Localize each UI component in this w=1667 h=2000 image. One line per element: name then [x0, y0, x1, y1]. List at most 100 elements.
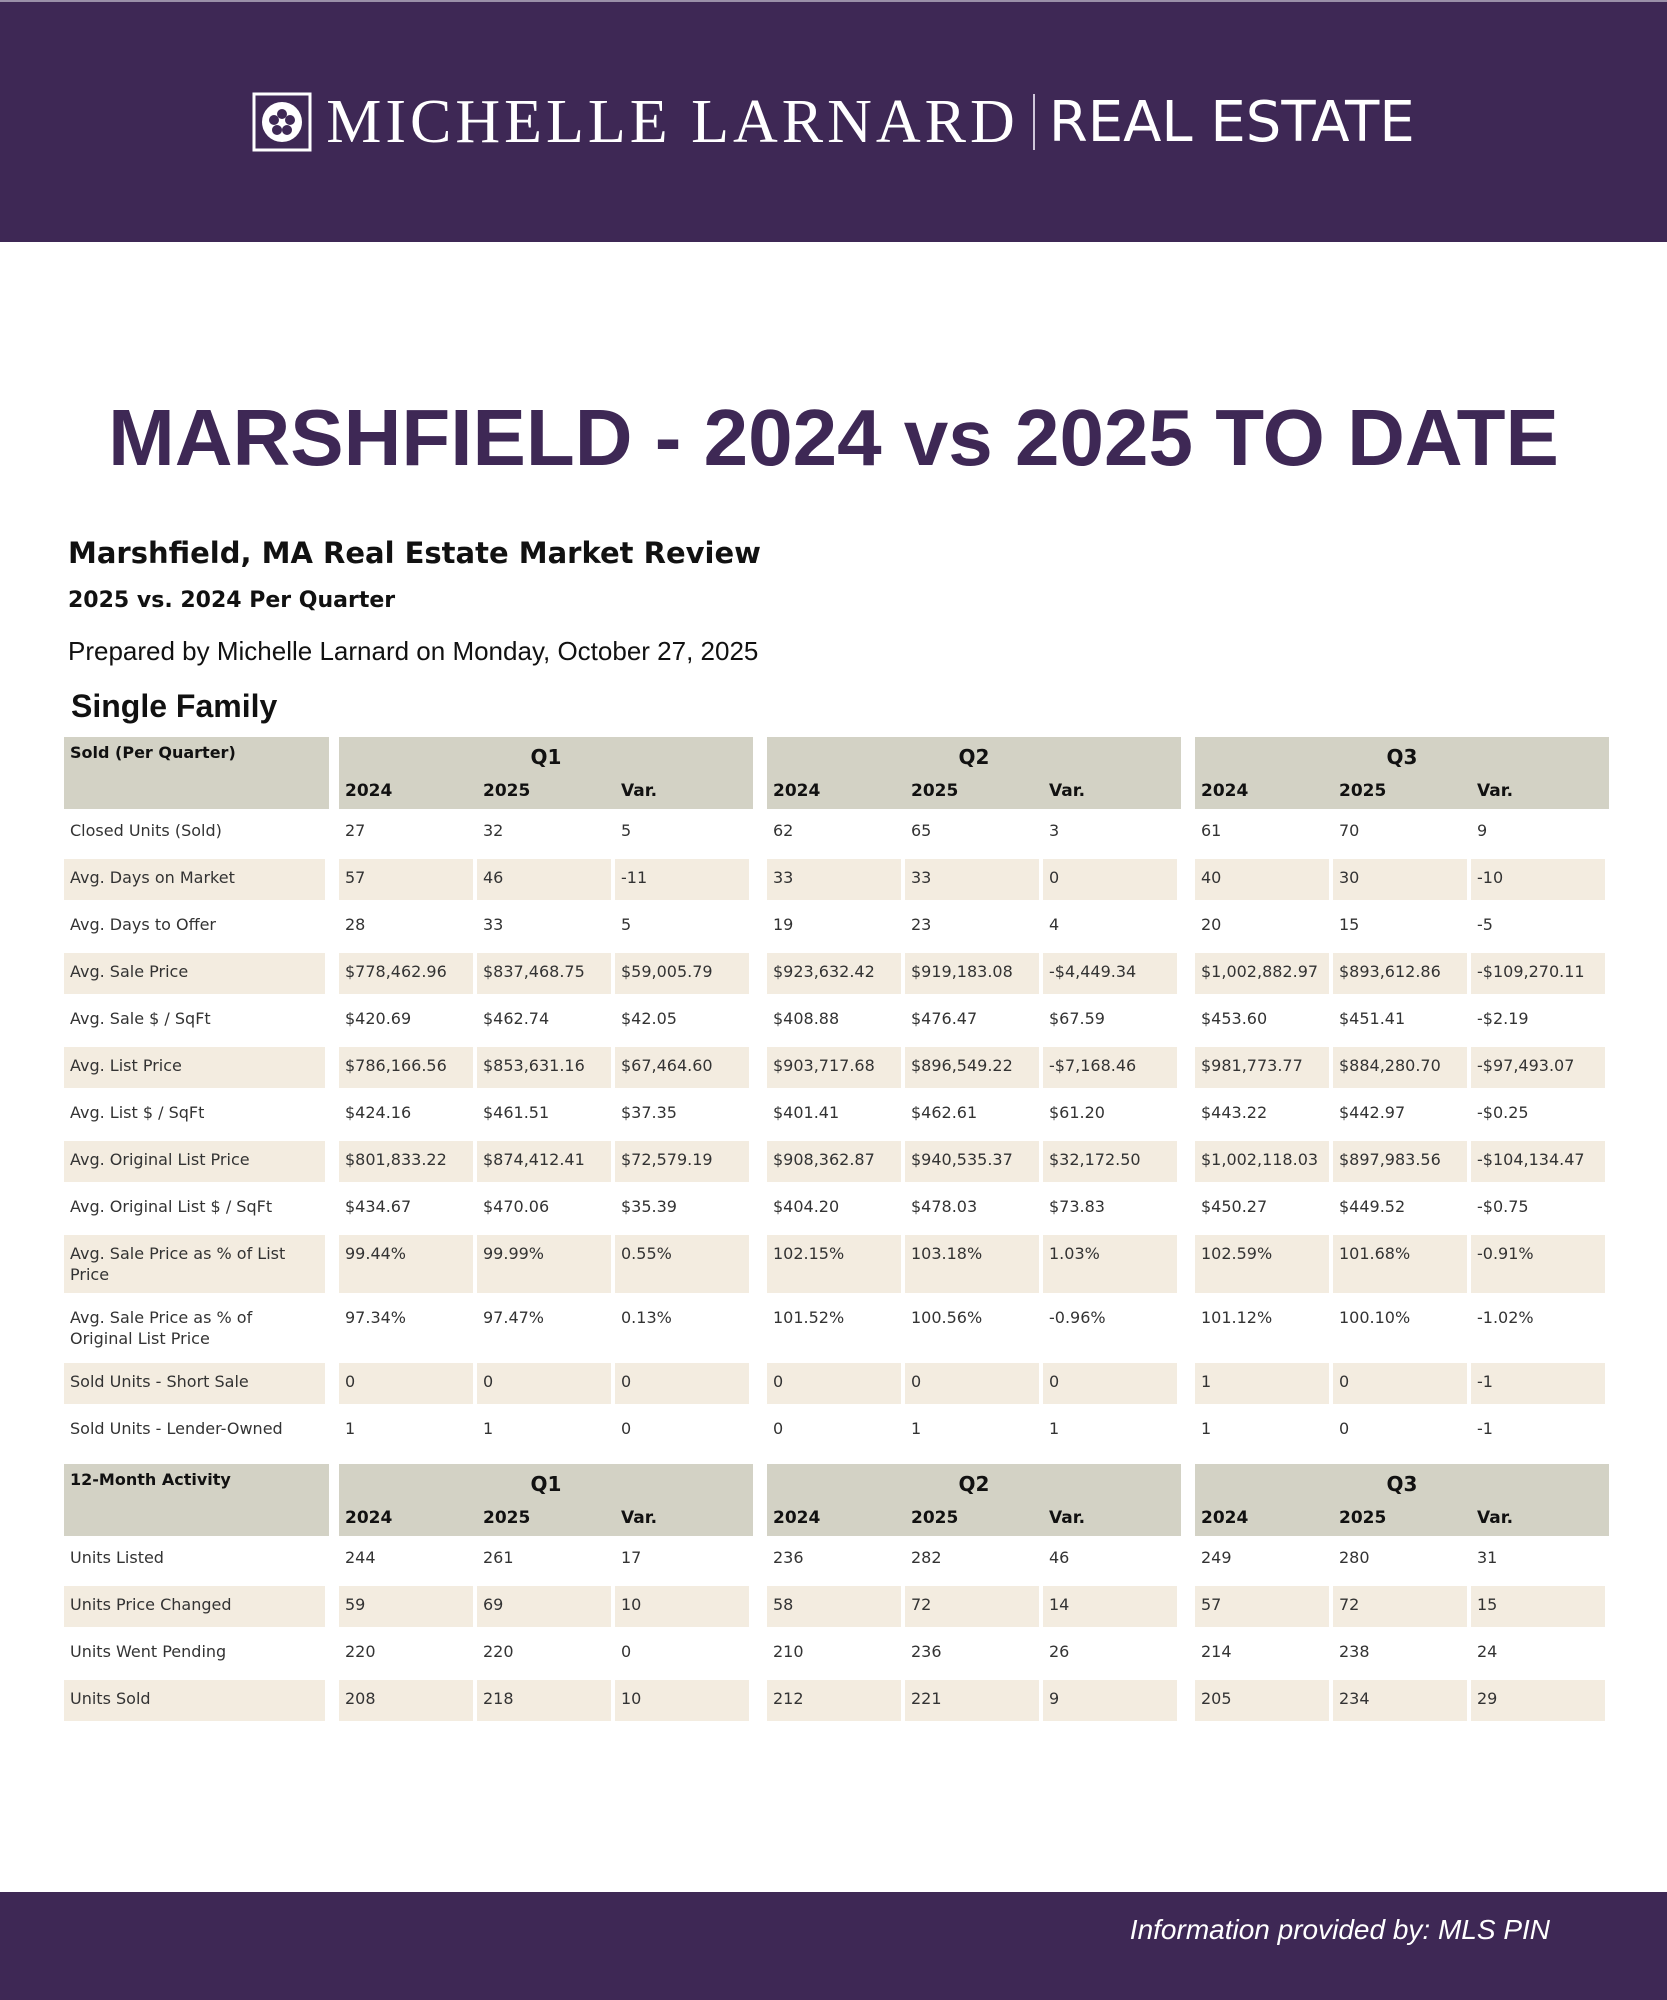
cell: 33 [767, 859, 901, 900]
quarter-header: Q1 [339, 1464, 753, 1504]
cell: 14 [1043, 1586, 1177, 1627]
cell: 100.10% [1339, 1308, 1411, 1327]
row-label: Sold Units - Lender-Owned [70, 1419, 283, 1438]
quarter-header: Q2 [767, 737, 1181, 777]
cell: $884,280.70 [1333, 1047, 1467, 1088]
column-header: Var. [1043, 777, 1181, 809]
cell: $778,462.96 [339, 953, 473, 994]
brand-separator [1032, 94, 1035, 150]
cell: 220 [345, 1642, 376, 1661]
column-header: 2024 [1195, 1504, 1333, 1536]
cell: 15 [1339, 915, 1360, 934]
cell: 26 [1049, 1642, 1070, 1661]
cell: $443.22 [1201, 1103, 1268, 1122]
row-label: Units Sold [64, 1680, 325, 1721]
cell: 59 [339, 1586, 473, 1627]
cell: $874,412.41 [477, 1141, 611, 1182]
cell: 32 [483, 821, 504, 840]
cell: 72 [905, 1586, 1039, 1627]
table-label: Sold (Per Quarter) [64, 737, 329, 809]
cell: 101.12% [1201, 1308, 1273, 1327]
cell: 1 [1201, 1419, 1212, 1438]
cell: 218 [477, 1680, 611, 1721]
cell: 72 [1333, 1586, 1467, 1627]
cell: 65 [911, 821, 932, 840]
cell: 15 [1471, 1586, 1605, 1627]
cell: 1.03% [1043, 1235, 1177, 1293]
quarter-header: Q2 [767, 1464, 1181, 1504]
cell: -$109,270.11 [1471, 953, 1605, 994]
cell: $896,549.22 [905, 1047, 1039, 1088]
row-label: Avg. Original List Price [64, 1141, 325, 1182]
cell: 62 [773, 821, 794, 840]
row-label: Avg. Original List $ / SqFt [70, 1197, 273, 1216]
cell: 4 [1049, 915, 1060, 934]
cell: 97.47% [483, 1308, 545, 1327]
cell: $67,464.60 [615, 1047, 749, 1088]
cell: $32,172.50 [1043, 1141, 1177, 1182]
cell: 236 [773, 1548, 804, 1567]
cell: -1 [1477, 1419, 1493, 1438]
cell: 0 [477, 1363, 611, 1404]
cell: 261 [483, 1548, 514, 1567]
header-bar: MICHELLE LARNARD REAL ESTATE [0, 0, 1667, 242]
cell: $453.60 [1201, 1009, 1268, 1028]
report-title: Marshfield, MA Real Estate Market Review [68, 536, 761, 570]
cell: $404.20 [773, 1197, 840, 1216]
brand-name: MICHELLE LARNARD [326, 87, 1019, 156]
cell: $853,631.16 [477, 1047, 611, 1088]
cell: -$0.75 [1477, 1197, 1529, 1216]
cell: 0.13% [621, 1308, 672, 1327]
cell: -$104,134.47 [1471, 1141, 1605, 1182]
row-label: Avg. List Price [64, 1047, 325, 1088]
cell: 3 [1049, 821, 1060, 840]
cell: $73.83 [1049, 1197, 1105, 1216]
cell: 221 [905, 1680, 1039, 1721]
cell: 249 [1201, 1548, 1232, 1567]
cell: $981,773.77 [1195, 1047, 1329, 1088]
cell: 99.99% [477, 1235, 611, 1293]
cell: $61.20 [1049, 1103, 1105, 1122]
cell: 23 [911, 915, 932, 934]
cell: $897,983.56 [1333, 1141, 1467, 1182]
data-table: Sold (Per Quarter) Q1 2024 2025 Var. Q2 2024 20… [64, 737, 1609, 1454]
logo [252, 92, 312, 152]
cell: 30 [1333, 859, 1467, 900]
cell: -$0.25 [1477, 1103, 1529, 1122]
cell: 100.56% [911, 1308, 983, 1327]
cell: $478.03 [911, 1197, 978, 1216]
cell: 214 [1201, 1642, 1232, 1661]
cell: $424.16 [345, 1103, 412, 1122]
cell: 0 [1333, 1363, 1467, 1404]
cell: 1 [345, 1419, 356, 1438]
cell: 103.18% [905, 1235, 1039, 1293]
row-label: Avg. Days on Market [64, 859, 325, 900]
row-label: Avg. Days to Offer [70, 915, 217, 934]
cell: 236 [911, 1642, 942, 1661]
cell: 212 [767, 1680, 901, 1721]
cell: 33 [483, 915, 504, 934]
cell: $919,183.08 [905, 953, 1039, 994]
cell: 210 [773, 1642, 804, 1661]
page-title: MARSHFIELD - 2024 vs 2025 TO DATE [108, 393, 1559, 482]
footer-bar: Information provided by: MLS PIN [0, 1892, 1667, 2000]
cell: $1,002,882.97 [1195, 953, 1329, 994]
cell: -$7,168.46 [1043, 1047, 1177, 1088]
cell: 24 [1477, 1642, 1498, 1661]
column-header: 2025 [905, 777, 1043, 809]
cell: $908,362.87 [767, 1141, 901, 1182]
brand-suffix: REAL ESTATE [1048, 89, 1415, 155]
cell: 29 [1471, 1680, 1605, 1721]
cell: 0 [905, 1363, 1039, 1404]
cell: $450.27 [1201, 1197, 1268, 1216]
cell: 40 [1195, 859, 1329, 900]
row-label: Avg. List $ / SqFt [70, 1103, 205, 1122]
cell: 99.44% [339, 1235, 473, 1293]
cell: 1 [911, 1419, 922, 1438]
cell: 1 [1195, 1363, 1329, 1404]
cell: $451.41 [1339, 1009, 1406, 1028]
cell: $837,468.75 [477, 953, 611, 994]
column-header: 2024 [339, 1504, 477, 1536]
cell: 69 [477, 1586, 611, 1627]
cell: 0.55% [615, 1235, 749, 1293]
